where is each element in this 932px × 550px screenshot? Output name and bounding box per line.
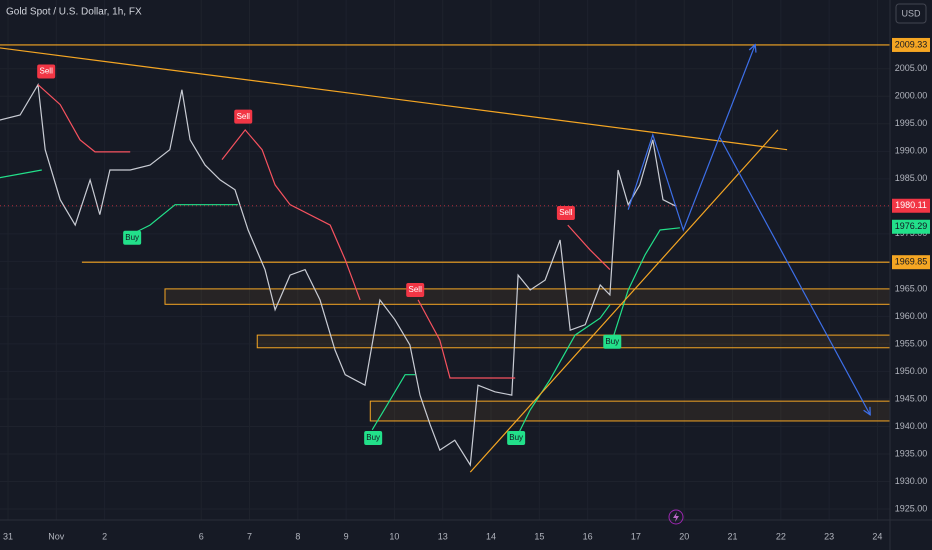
- drawing-line: [469, 129, 779, 473]
- drawing-line: [719, 137, 870, 415]
- y-tick-label: 1960.00: [895, 311, 928, 321]
- y-tick-label: 1995.00: [895, 118, 928, 128]
- y-tick-label: 1965.00: [895, 283, 928, 293]
- y-tick-label: 1955.00: [895, 338, 928, 348]
- series-line: [221, 128, 361, 301]
- signal-box: [603, 334, 622, 349]
- signal-label: Buy: [366, 433, 380, 442]
- currency-button[interactable]: [895, 3, 927, 24]
- series-line: [0, 82, 676, 467]
- signal-box: [234, 109, 253, 124]
- level-tag-label: 1969.85: [895, 257, 928, 267]
- price-tag: [892, 198, 930, 213]
- x-tick-label: 22: [776, 531, 786, 541]
- level-tag: [892, 255, 930, 270]
- signal-box: [123, 230, 142, 245]
- drawing-line: [627, 45, 755, 232]
- signal-box: [406, 282, 425, 297]
- x-tick-label: Nov: [48, 531, 65, 541]
- signal-label: Buy: [125, 233, 139, 242]
- signal-label: Sell: [559, 208, 573, 217]
- grid: [0, 0, 890, 520]
- signal-box: [556, 205, 575, 220]
- x-tick-label: 16: [583, 531, 593, 541]
- y-tick-label: 1945.00: [895, 393, 928, 403]
- plot: Sell Buy Sell Buy Sell Buy Sell Buy: [0, 45, 891, 473]
- price-tag-label: 1980.11: [895, 200, 927, 210]
- zone: [369, 400, 891, 422]
- series-line: [37, 84, 131, 153]
- series-line: [417, 299, 516, 379]
- signal-box: [364, 431, 383, 446]
- chart-title: Gold Spot / U.S. Dollar, 1h, FX: [6, 7, 142, 18]
- series-line: [371, 374, 416, 431]
- x-tick-label: 6: [199, 531, 204, 541]
- price-tag: [892, 219, 930, 234]
- level-tag: [892, 37, 930, 52]
- drawing-line: [0, 47, 788, 151]
- level-tag-label: 2009.33: [895, 39, 928, 49]
- y-tick-label: 2005.00: [895, 63, 928, 73]
- y-tick-label: 1950.00: [895, 366, 928, 376]
- x-tick-label: 15: [534, 531, 544, 541]
- y-tick-label: 1940.00: [895, 421, 928, 431]
- y-tick-label: 1930.00: [895, 476, 928, 486]
- x-tick-label: 9: [344, 531, 349, 541]
- axes: 1925.00 1930.00 1935.00 1940.00 1945.00 1950.…: [3, 37, 930, 541]
- x-tick-label: 17: [631, 531, 641, 541]
- y-tick-label: 2000.00: [895, 91, 928, 101]
- x-tick-label: 2: [102, 531, 107, 541]
- price-tag-label: 1976.29: [895, 221, 928, 231]
- x-tick-label: 8: [295, 531, 300, 541]
- x-tick-label: 13: [438, 531, 448, 541]
- x-tick-label: 10: [389, 531, 399, 541]
- x-tick-label: 24: [872, 531, 882, 541]
- x-tick-label: 31: [3, 531, 13, 541]
- x-tick-label: 23: [824, 531, 834, 541]
- series-line: [514, 304, 611, 441]
- signal-label: Buy: [605, 337, 619, 346]
- y-tick-label: 1925.00: [895, 503, 928, 513]
- signal-label: Sell: [40, 67, 54, 76]
- y-tick-label: 1985.00: [895, 173, 928, 183]
- signal-label: Sell: [237, 112, 251, 121]
- y-tick-label: 1990.00: [895, 146, 928, 156]
- series-line: [567, 224, 611, 271]
- series-line: [611, 227, 680, 341]
- currency-label[interactable]: USD: [901, 8, 921, 18]
- signal-label: Sell: [409, 285, 423, 294]
- signal-label: Buy: [509, 433, 523, 442]
- alert-icon[interactable]: [668, 509, 684, 525]
- x-tick-label: 21: [728, 531, 738, 541]
- series-line: [129, 204, 238, 236]
- x-tick-label: 20: [679, 531, 689, 541]
- series-line: [0, 169, 42, 179]
- x-tick-label: 7: [247, 531, 252, 541]
- y-tick-label: 1935.00: [895, 448, 928, 458]
- signal-box: [37, 64, 56, 79]
- x-tick-label: 14: [486, 531, 496, 541]
- signal-box: [507, 431, 526, 446]
